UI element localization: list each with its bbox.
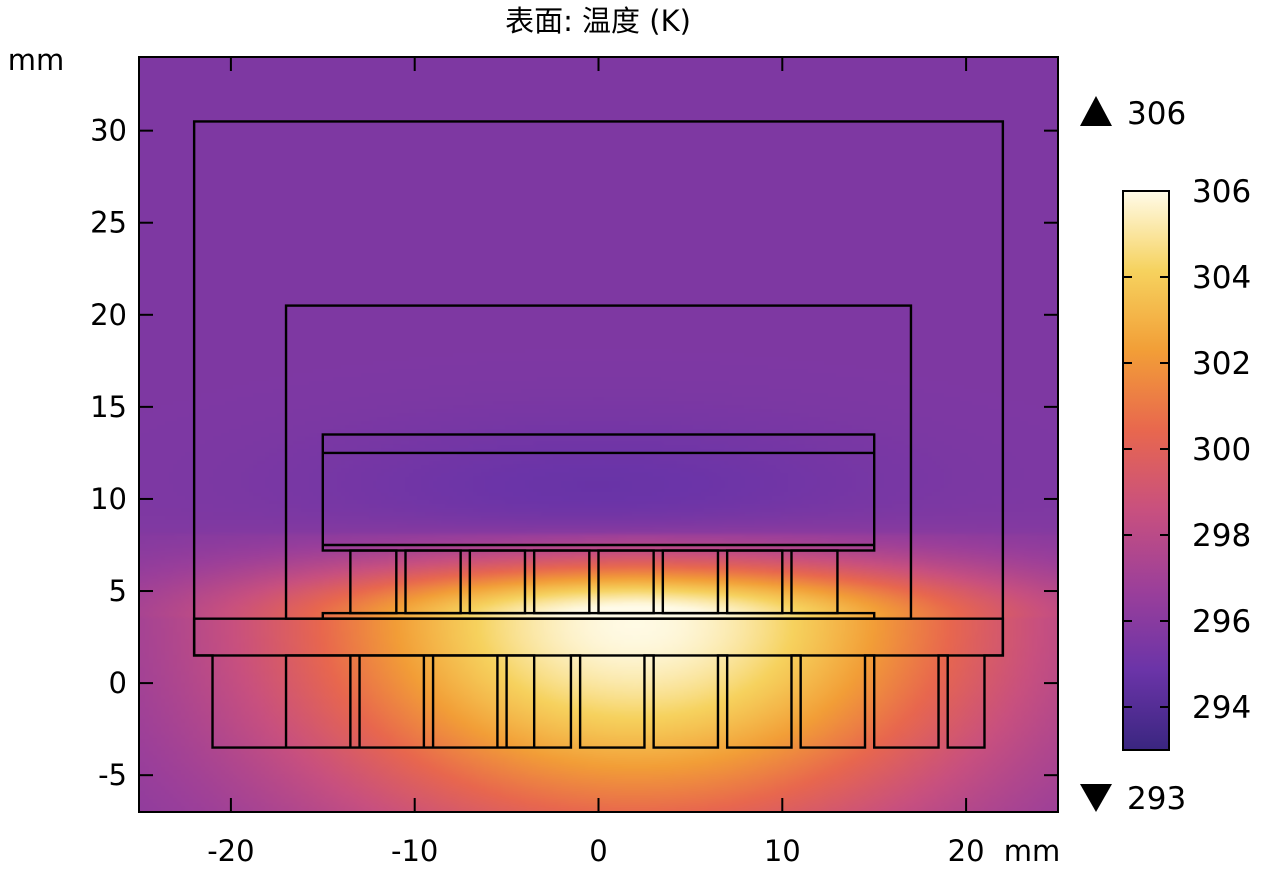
y-tick-label: 10 [90,482,127,516]
colorbar: 294 296 298 300 302 304 306 306 293 [1080,96,1251,817]
max-triangle-icon [1080,96,1112,126]
x-unit-label: mm [1004,834,1061,868]
colorbar-tick-label: 306 [1192,174,1251,210]
colorbar-tick-label: 304 [1192,260,1251,296]
chart-title: 表面: 温度 (K) [505,4,691,38]
y-tick-label: 20 [90,298,127,332]
chip-package [321,433,876,552]
x-tick-label: 0 [589,834,607,868]
x-tick-label: 10 [764,834,801,868]
min-triangle-icon [1080,784,1112,812]
colorbar-rect [1122,190,1170,751]
x-tick-label: -20 [207,834,254,868]
outer-enclosure [192,120,1005,657]
y-unit-label: mm [8,43,65,77]
colorbar-tick-label: 300 [1192,432,1251,468]
y-tick-label: 25 [90,206,127,240]
y-tick-label: -5 [98,758,127,792]
min-value-label: 293 [1127,781,1186,817]
y-tick-label: 5 [109,574,127,608]
x-tick-label: 20 [948,834,985,868]
y-tick-label: 30 [90,114,127,148]
max-value-label: 306 [1127,96,1186,132]
y-tick-label: 15 [90,390,127,424]
x-tick-label: -10 [391,834,438,868]
y-tick-label: 0 [109,666,127,700]
colorbar-tick-label: 298 [1192,518,1251,554]
heat-sink [192,617,1005,749]
colorbar-tick-label: 296 [1192,604,1251,640]
colorbar-tick-label: 302 [1192,346,1251,382]
colorbar-tick-label: 294 [1192,690,1251,726]
plot-area [139,57,1058,812]
axes: -20 -10 0 10 20 -5 0 5 10 15 20 25 30 [90,56,1059,868]
